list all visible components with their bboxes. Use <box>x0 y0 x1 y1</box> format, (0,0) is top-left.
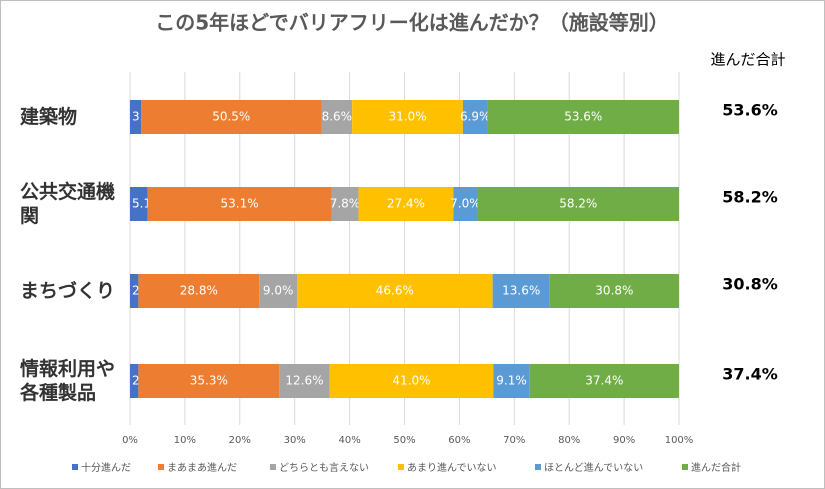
legend-label: どちらとも言えない <box>279 461 369 474</box>
bar-segment <box>477 187 679 221</box>
data-label: 28.8% <box>180 284 218 298</box>
data-label: 37.4% <box>585 374 623 388</box>
category-label: 公共交通機関 <box>20 181 116 227</box>
data-label: 46.6% <box>376 284 414 298</box>
bar-segment <box>130 274 139 308</box>
data-label: 6.9% <box>460 110 491 124</box>
category-label: 情報利用や各種製品 <box>20 358 116 404</box>
legend-swatch <box>72 464 78 470</box>
x-tick-label: 40% <box>338 435 360 446</box>
bar-segment <box>321 100 353 134</box>
bar-segment <box>453 187 478 221</box>
legend-label: 進んだ合計 <box>691 461 741 474</box>
data-label: 41.0% <box>392 374 430 388</box>
data-label: 9.1% <box>496 374 527 388</box>
x-tick-label: 10% <box>174 435 196 446</box>
x-tick-label: 100% <box>665 435 694 446</box>
data-label: 53.6% <box>564 110 602 124</box>
total-label: 53.6% <box>722 101 778 120</box>
data-label: 35.3% <box>190 374 228 388</box>
x-tick-label: 20% <box>229 435 251 446</box>
legend-label: まあまあ進んだ <box>167 462 237 474</box>
x-tick-label: 70% <box>503 435 525 446</box>
legend-label: ほとんど進んでいない <box>544 462 643 474</box>
bar-segment <box>138 364 280 398</box>
legend-swatch <box>535 464 541 470</box>
bar-segment <box>138 274 260 308</box>
data-label: 30.8% <box>595 284 633 298</box>
x-tick-label: 30% <box>284 435 306 446</box>
category-label: まちづくり <box>20 280 116 302</box>
data-label: 53.1% <box>220 197 258 211</box>
legend-swatch <box>682 464 688 470</box>
bar-segment <box>279 364 330 398</box>
bar-segment <box>331 187 359 221</box>
x-tick-label: 90% <box>613 435 635 446</box>
data-label: 31.0% <box>388 110 426 124</box>
data-label: 27.4% <box>387 197 425 211</box>
data-label: 9.0% <box>263 284 294 298</box>
x-tick-label: 60% <box>448 435 470 446</box>
x-tick-label: 80% <box>558 435 580 446</box>
data-label: 58.2% <box>559 197 597 211</box>
legend-swatch <box>158 464 164 470</box>
bar-segment <box>493 364 530 398</box>
data-label: 50.5% <box>212 110 250 124</box>
bar-segment <box>147 187 332 221</box>
legend-swatch <box>398 464 404 470</box>
bar-segment <box>358 187 454 221</box>
bar-segment <box>487 100 679 134</box>
data-label: 13.6% <box>502 284 540 298</box>
x-tick-label: 50% <box>393 435 415 446</box>
bar-segment <box>130 100 142 134</box>
x-tick-label: 0% <box>122 435 138 446</box>
category-label: 建築物 <box>20 106 78 128</box>
total-label: 58.2% <box>722 188 778 207</box>
bar-segment <box>529 364 679 398</box>
bar-segment <box>259 274 298 308</box>
data-label: 12.6% <box>285 374 323 388</box>
bar-segment <box>462 100 488 134</box>
bar-segment <box>352 100 463 134</box>
total-label: 30.8% <box>722 275 778 294</box>
legend-label: 十分進んだ <box>81 461 131 474</box>
totals-title: 進んだ合計 <box>710 51 785 69</box>
bar-segment <box>329 364 494 398</box>
bar-segment <box>297 274 493 308</box>
data-label: 7.0% <box>450 197 481 211</box>
total-label: 37.4% <box>722 365 778 384</box>
bar-segment <box>141 100 322 134</box>
bar-segment <box>130 187 148 221</box>
legend-swatch <box>270 464 276 470</box>
bar-segment <box>492 274 550 308</box>
data-label: 7.8% <box>330 197 361 211</box>
data-label: 8.6% <box>322 110 353 124</box>
bar-segment <box>130 364 139 398</box>
chart-title: この5年ほどでバリアフリー化は進んだか？（施設等別） <box>155 11 669 35</box>
legend-label: あまり進んでいない <box>407 462 497 474</box>
bar-segment <box>549 274 679 308</box>
